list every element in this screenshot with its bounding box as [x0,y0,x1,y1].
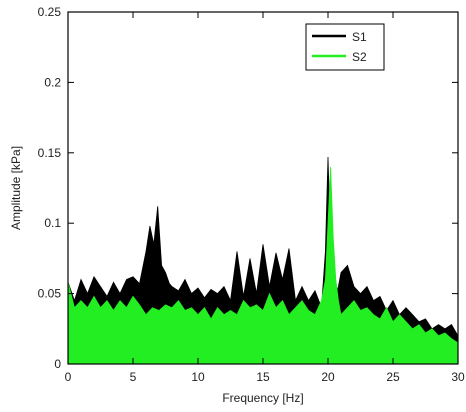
y-axis-label: Amplitude [kPa] [9,146,23,230]
y-tick-label: 0.15 [38,146,62,160]
y-tick-label: 0.1 [44,216,61,230]
legend-label-s2: S2 [352,50,367,64]
x-tick-label: 15 [256,370,270,384]
legend-box [305,23,385,71]
series-area-s2 [68,166,458,364]
y-tick-label: 0.25 [38,5,62,19]
x-tick-label: 25 [386,370,400,384]
series-layer [68,156,458,364]
x-tick-label: 0 [65,370,72,384]
y-tick-label: 0.05 [38,287,62,301]
x-tick-label: 20 [321,370,335,384]
legend-label-s1: S1 [352,30,367,44]
legend: S1 S2 [305,23,385,71]
x-axis-label: Frequency [Hz] [222,391,303,405]
x-tick-label: 30 [451,370,465,384]
x-tick-label: 5 [130,370,137,384]
tick-layer: 0 5 10 15 20 25 30 0 0.05 0.1 0.15 0.2 0.25 [38,5,465,384]
y-tick-label: 0.2 [44,75,61,89]
x-tick-label: 10 [191,370,205,384]
y-tick-label: 0 [54,357,61,371]
